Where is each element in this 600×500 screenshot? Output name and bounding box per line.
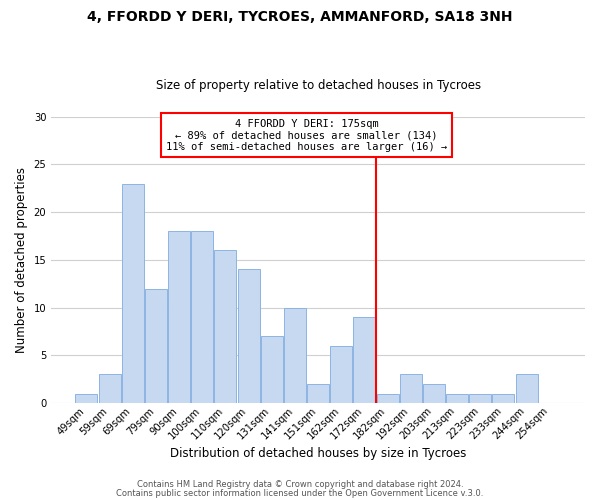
- Bar: [469, 394, 491, 403]
- Bar: [238, 270, 260, 403]
- Text: Contains HM Land Registry data © Crown copyright and database right 2024.: Contains HM Land Registry data © Crown c…: [137, 480, 463, 489]
- Bar: [145, 288, 167, 403]
- Bar: [284, 308, 306, 403]
- Y-axis label: Number of detached properties: Number of detached properties: [15, 167, 28, 353]
- Bar: [214, 250, 236, 403]
- Bar: [493, 394, 514, 403]
- Bar: [353, 317, 376, 403]
- Bar: [191, 232, 213, 403]
- Bar: [76, 394, 97, 403]
- Bar: [330, 346, 352, 403]
- Bar: [400, 374, 422, 403]
- Bar: [261, 336, 283, 403]
- Bar: [446, 394, 468, 403]
- Text: Contains public sector information licensed under the Open Government Licence v.: Contains public sector information licen…: [116, 490, 484, 498]
- Bar: [377, 394, 398, 403]
- X-axis label: Distribution of detached houses by size in Tycroes: Distribution of detached houses by size …: [170, 447, 466, 460]
- Text: 4, FFORDD Y DERI, TYCROES, AMMANFORD, SA18 3NH: 4, FFORDD Y DERI, TYCROES, AMMANFORD, SA…: [87, 10, 513, 24]
- Bar: [423, 384, 445, 403]
- Bar: [122, 184, 144, 403]
- Bar: [168, 232, 190, 403]
- Title: Size of property relative to detached houses in Tycroes: Size of property relative to detached ho…: [155, 79, 481, 92]
- Bar: [307, 384, 329, 403]
- Bar: [98, 374, 121, 403]
- Text: 4 FFORDD Y DERI: 175sqm
← 89% of detached houses are smaller (134)
11% of semi-d: 4 FFORDD Y DERI: 175sqm ← 89% of detache…: [166, 118, 447, 152]
- Bar: [515, 374, 538, 403]
